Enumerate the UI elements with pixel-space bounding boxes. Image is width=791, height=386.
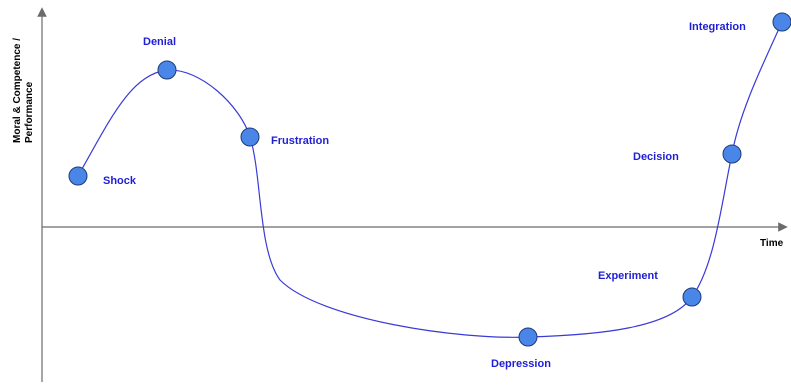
y-axis-label: Moral & Competence / Performance (12, 35, 35, 143)
stage-point-decision (722, 144, 742, 164)
stage-label-denial: Denial (143, 36, 176, 48)
stage-point-depression (518, 327, 538, 347)
stage-point-experiment (682, 287, 702, 307)
stage-point-denial (157, 60, 177, 80)
stage-label-experiment: Experiment (598, 270, 658, 282)
stage-label-shock: Shock (103, 175, 137, 187)
stage-point-integration (772, 12, 791, 32)
stage-label-integration: Integration (689, 21, 746, 33)
change-curve (77, 21, 783, 338)
stage-label-depression: Depression (491, 358, 551, 370)
stage-label-decision: Decision (633, 151, 679, 163)
stage-label-frustration: Frustration (271, 135, 329, 147)
stage-point-shock (68, 166, 88, 186)
x-axis-label: Time (760, 238, 784, 249)
stage-point-frustration (240, 127, 260, 147)
